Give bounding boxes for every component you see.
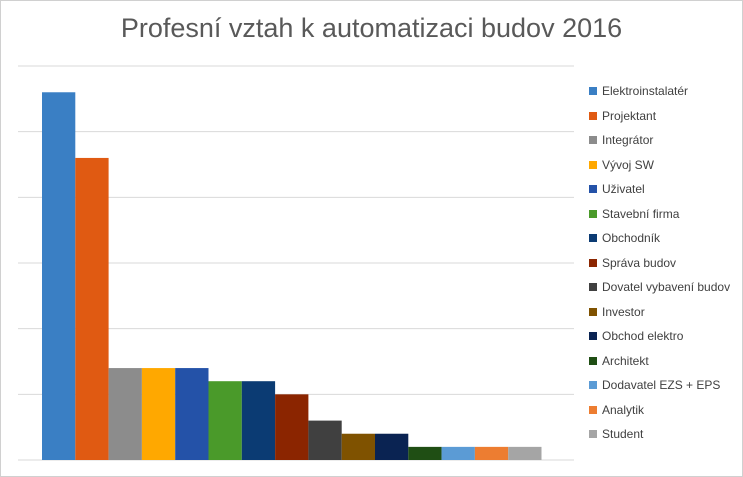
legend-swatch (589, 356, 597, 365)
legend-swatch (589, 209, 597, 218)
legend-label: Obchod elektro (602, 329, 684, 343)
legend-item: Uživatel (589, 181, 645, 197)
legend-item: Stavební firma (589, 206, 679, 222)
legend-swatch (589, 160, 597, 169)
legend-item: Student (589, 426, 643, 442)
legend-swatch (589, 332, 597, 340)
bar-15 (508, 446, 542, 460)
legend-label: Student (602, 427, 644, 441)
bar-7 (241, 381, 276, 460)
bar-6 (208, 381, 242, 460)
bar-1 (42, 92, 76, 461)
legend-label: Architekt (602, 353, 649, 368)
legend-swatch (589, 381, 597, 389)
legend-swatch (589, 258, 597, 267)
legend-item: Projektant (589, 108, 656, 124)
bar-4 (141, 368, 176, 460)
legend-swatch (589, 87, 597, 95)
bar-11 (375, 433, 409, 460)
bar-9 (308, 420, 342, 460)
legend-item: Dodavatel EZS + EPS (589, 377, 720, 393)
legend-swatch (589, 234, 597, 242)
bar-12 (408, 446, 442, 460)
legend-swatch (589, 405, 597, 414)
legend-label: Elektroinstalatér (602, 84, 689, 98)
bar-2 (75, 157, 109, 460)
bar-3 (108, 368, 142, 460)
legend-swatch (589, 430, 597, 438)
legend-item: Obchod elektro (589, 328, 683, 344)
bar-13 (441, 446, 475, 460)
legend-label: Uživatel (602, 182, 645, 196)
legend-item: Správa budov (589, 255, 676, 271)
legend-label: Integrátor (602, 133, 654, 147)
legend-label: Obchodník (602, 231, 661, 245)
legend-item: Vývoj SW (589, 157, 654, 173)
legend-item: Architekt (589, 353, 649, 369)
legend-item: Dovatel vybavení budov (589, 279, 730, 295)
legend-item: Elektroinstalatér (589, 83, 688, 99)
legend-swatch (589, 307, 597, 316)
legend-label: Projektant (602, 108, 657, 123)
bar-8 (275, 394, 309, 460)
legend-label: Vývoj SW (602, 157, 655, 172)
legend-swatch (589, 185, 597, 193)
legend-item: Integrátor (589, 132, 653, 148)
chart-title: Profesní vztah k automatizaci budov 2016 (120, 13, 623, 43)
legend-swatch (589, 111, 597, 120)
bar-5 (175, 368, 209, 460)
bar-14 (474, 446, 509, 460)
legend-item: Investor (589, 304, 645, 320)
legend-label: Správa budov (602, 255, 677, 270)
legend-swatch (589, 283, 597, 291)
bar-10 (341, 433, 375, 460)
legend-label: Dodavatel EZS + EPS (602, 378, 721, 392)
legend-label: Stavební firma (602, 206, 680, 221)
legend-swatch (589, 136, 597, 144)
legend-item: Obchodník (589, 230, 660, 246)
legend-label: Dovatel vybavení budov (602, 280, 731, 294)
legend-label: Investor (602, 304, 645, 319)
legend-label: Analytik (602, 402, 645, 417)
legend-item: Analytik (589, 402, 644, 418)
